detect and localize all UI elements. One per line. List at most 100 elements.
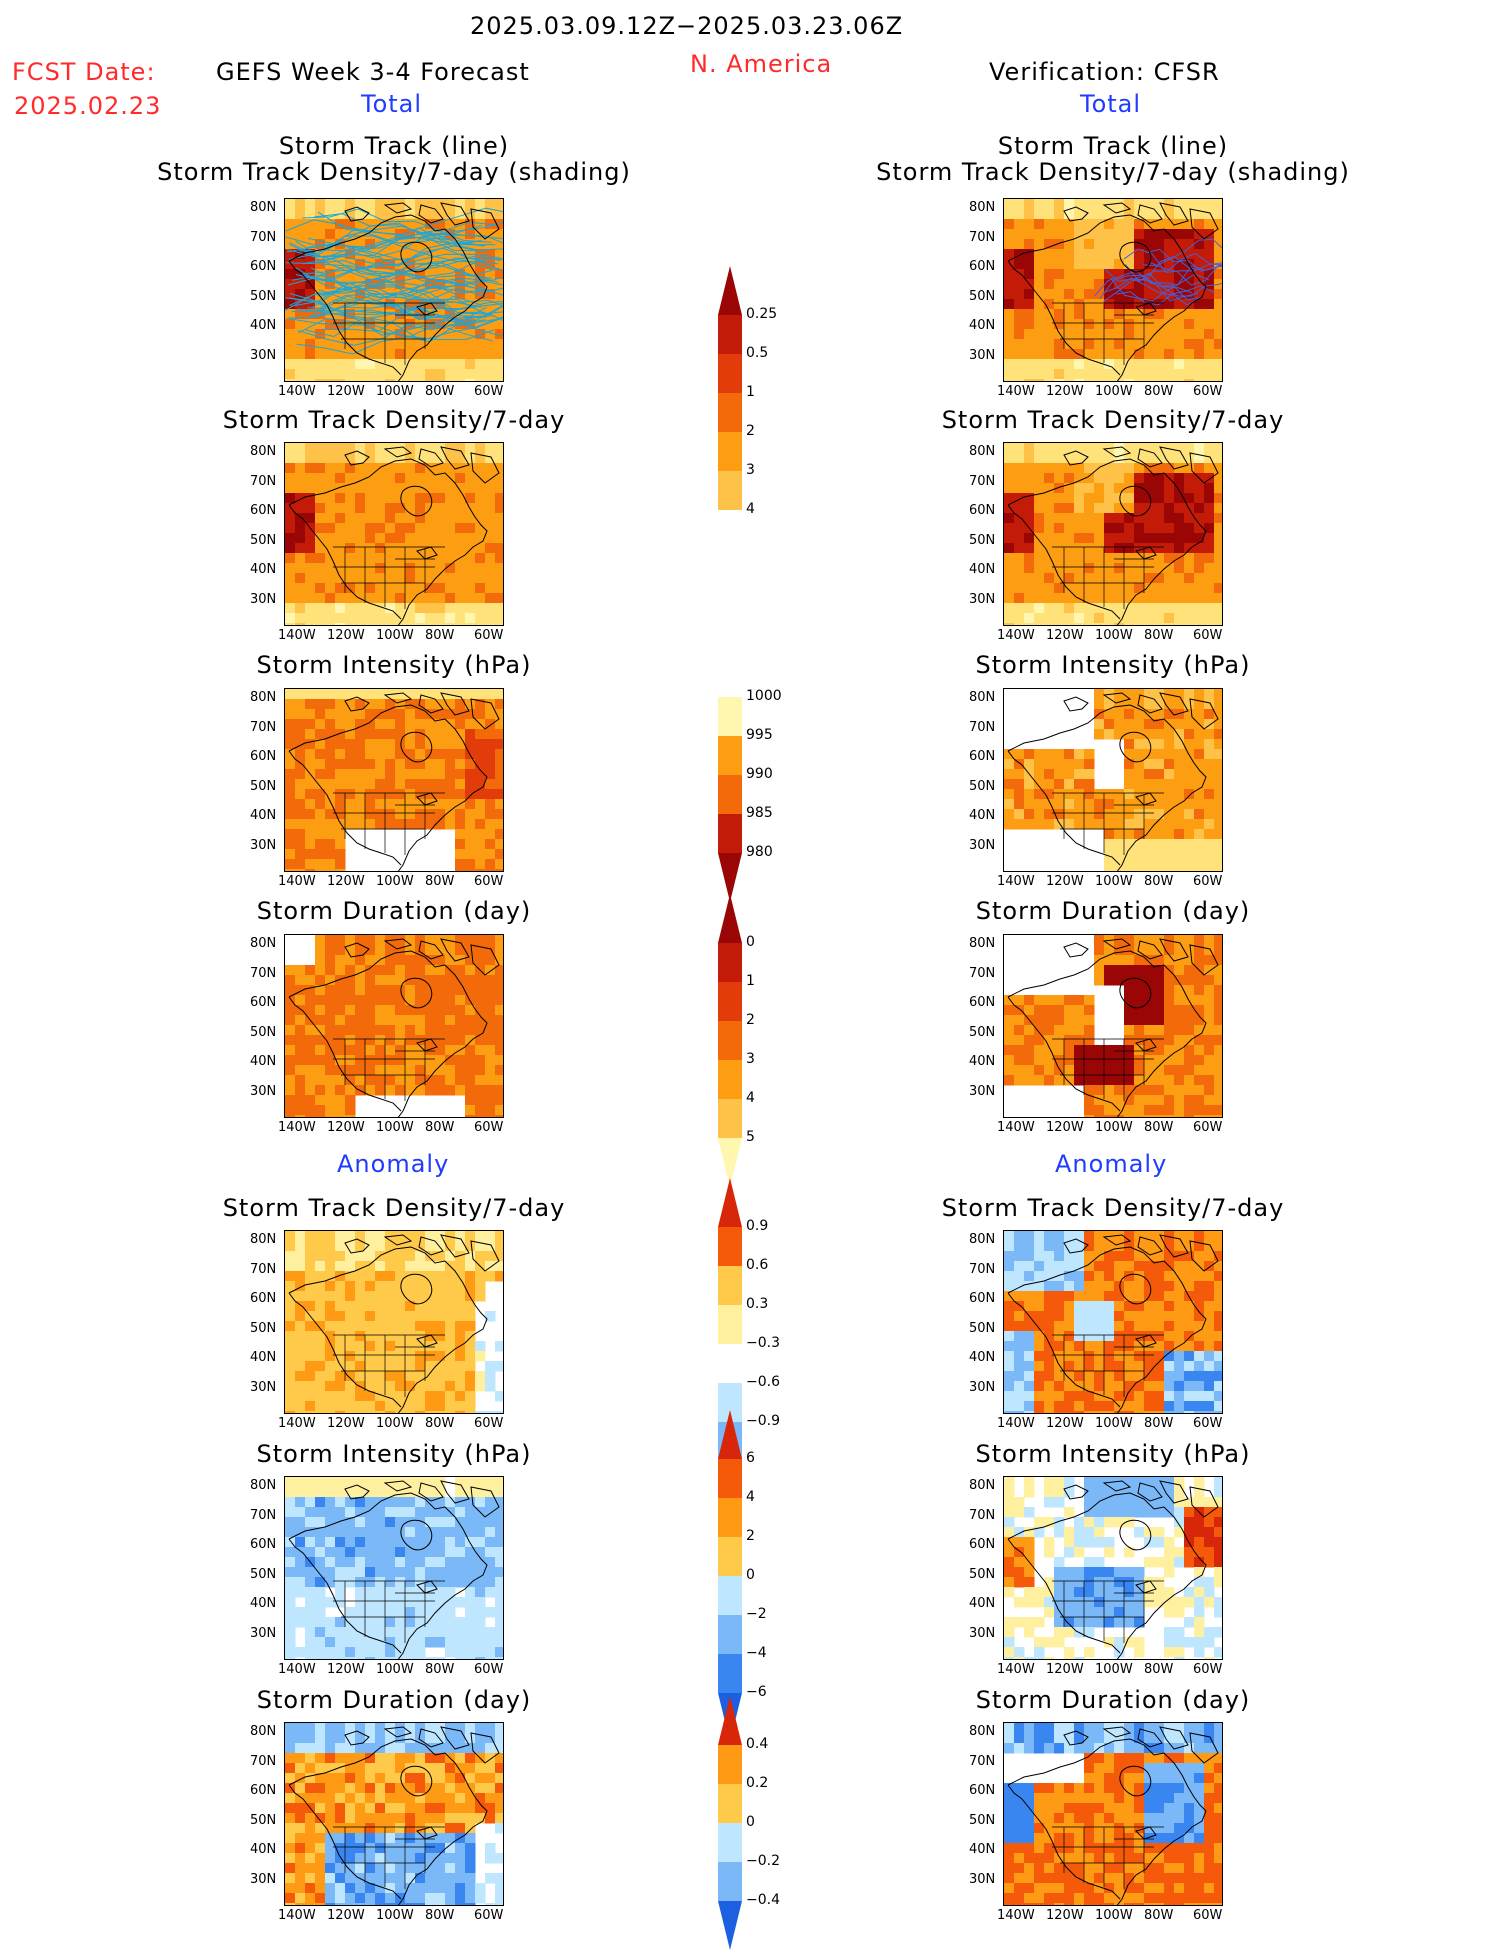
grid-cell bbox=[1184, 689, 1195, 700]
grid-cell bbox=[1214, 1487, 1222, 1498]
grid-cell bbox=[285, 995, 296, 1006]
grid-cell bbox=[475, 975, 486, 986]
lat-tick-label: 80N bbox=[969, 1232, 996, 1247]
grid-cell bbox=[395, 473, 406, 484]
grid-cell bbox=[1084, 1251, 1095, 1262]
grid-cell bbox=[475, 1597, 486, 1608]
grid-cell bbox=[405, 1341, 416, 1352]
grid-cell bbox=[345, 473, 356, 484]
grid-cell bbox=[1114, 329, 1125, 340]
grid-cell bbox=[335, 1763, 346, 1774]
grid-cell bbox=[1064, 995, 1075, 1006]
grid-cell bbox=[385, 759, 396, 770]
grid-cell bbox=[1064, 799, 1075, 810]
grid-cell bbox=[1114, 829, 1125, 840]
storm-track-line bbox=[1125, 252, 1222, 283]
grid-cell bbox=[1144, 1507, 1155, 1518]
grid-cell bbox=[1014, 369, 1025, 380]
grid-cell bbox=[1214, 719, 1222, 730]
grid-cell bbox=[385, 1743, 396, 1754]
grid-cell bbox=[475, 533, 486, 544]
grid-cell bbox=[1104, 965, 1115, 976]
grid-cell bbox=[1194, 199, 1205, 210]
grid-cell bbox=[1004, 259, 1015, 270]
grid-cell bbox=[1134, 1271, 1145, 1282]
grid-cell bbox=[445, 1647, 456, 1658]
grid-cell bbox=[1004, 1361, 1015, 1372]
grid-cell bbox=[1094, 1381, 1105, 1392]
grid-cell bbox=[405, 709, 416, 720]
grid-cell bbox=[1084, 1537, 1095, 1548]
grid-cell bbox=[395, 1637, 406, 1648]
grid-cell bbox=[1054, 1637, 1065, 1648]
grid-cell bbox=[435, 483, 446, 494]
grid-cell bbox=[415, 955, 426, 966]
grid-cell bbox=[365, 1411, 376, 1413]
grid-cell bbox=[315, 1577, 326, 1588]
grid-cell bbox=[325, 543, 336, 554]
grid-cell bbox=[1114, 1597, 1125, 1608]
grid-cell bbox=[1084, 1557, 1095, 1568]
grid-cell bbox=[385, 593, 396, 604]
grid-cell bbox=[1144, 1045, 1155, 1056]
grid-cell bbox=[445, 1281, 456, 1292]
map-panel-duration-forecast bbox=[284, 934, 504, 1118]
grid-cell bbox=[1094, 623, 1105, 625]
grid-cell bbox=[335, 1351, 346, 1362]
grid-cell bbox=[1164, 799, 1175, 810]
grid-cell bbox=[345, 1547, 356, 1558]
grid-cell bbox=[1024, 563, 1035, 574]
grid-cell bbox=[1064, 1015, 1075, 1026]
grid-cell bbox=[1004, 453, 1015, 464]
lat-tick-label: 40N bbox=[250, 562, 277, 577]
grid-cell bbox=[1024, 1281, 1035, 1292]
grid-cell bbox=[315, 739, 326, 750]
grid-cell bbox=[1214, 483, 1222, 494]
lon-tick-label: 60W bbox=[1193, 1416, 1223, 1431]
lon-tick-label: 100W bbox=[376, 1120, 414, 1135]
lat-tick-label: 60N bbox=[969, 995, 996, 1010]
grid-cell bbox=[435, 1371, 446, 1382]
grid-cell bbox=[485, 1075, 496, 1086]
grid-cell bbox=[1114, 269, 1125, 280]
grid-cell bbox=[1094, 1391, 1105, 1402]
grid-cell bbox=[1194, 1241, 1205, 1252]
grid-cell bbox=[425, 563, 436, 574]
grid-cell bbox=[305, 789, 316, 800]
grid-cell bbox=[1204, 299, 1215, 310]
grid-cell bbox=[1194, 1497, 1205, 1508]
grid-cell bbox=[1114, 789, 1125, 800]
grid-cell bbox=[1124, 1351, 1135, 1362]
grid-cell bbox=[455, 739, 466, 750]
grid-cell bbox=[285, 965, 296, 976]
grid-cell bbox=[1034, 289, 1045, 300]
grid-cell bbox=[285, 1371, 296, 1382]
grid-cell bbox=[1004, 309, 1015, 320]
grid-cell bbox=[285, 789, 296, 800]
grid-cell bbox=[335, 1035, 346, 1046]
grid-cell bbox=[1064, 523, 1075, 534]
grid-cell bbox=[1214, 1627, 1222, 1638]
grid-cell bbox=[425, 955, 436, 966]
grid-cell bbox=[465, 1331, 476, 1342]
grid-cell bbox=[1074, 779, 1085, 790]
grid-cell bbox=[435, 553, 446, 564]
grid-cell bbox=[365, 1753, 376, 1764]
grid-cell bbox=[1074, 359, 1085, 370]
grid-cell bbox=[305, 1617, 316, 1628]
grid-cell bbox=[1144, 1331, 1155, 1342]
grid-cell bbox=[445, 1085, 456, 1096]
grid-cell bbox=[1034, 1597, 1045, 1608]
grid-cell bbox=[385, 709, 396, 720]
storm-track-line bbox=[289, 287, 486, 315]
grid-cell bbox=[345, 1311, 356, 1322]
grid-cell bbox=[295, 1065, 306, 1076]
grid-cell bbox=[1104, 849, 1115, 860]
grid-cell bbox=[425, 239, 436, 250]
grid-cell bbox=[1194, 329, 1205, 340]
grid-cell bbox=[1124, 1477, 1135, 1488]
grid-cell bbox=[1184, 533, 1195, 544]
grid-cell bbox=[375, 1301, 386, 1312]
grid-cell bbox=[1024, 1587, 1035, 1598]
grid-cell bbox=[325, 1557, 336, 1568]
